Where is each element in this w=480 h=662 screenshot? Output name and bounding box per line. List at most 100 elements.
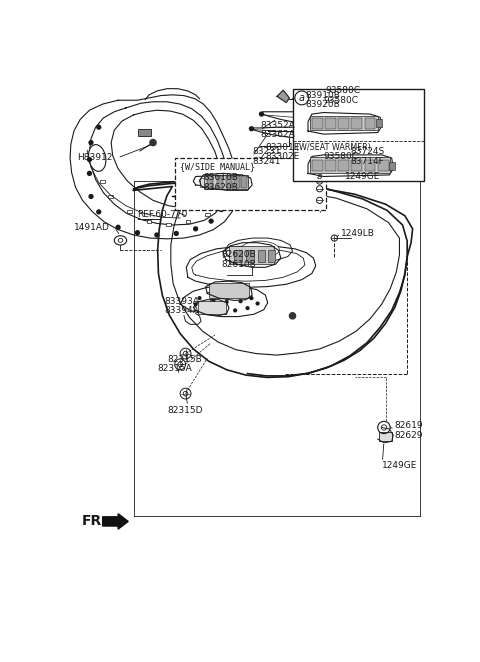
Text: a: a	[299, 93, 305, 103]
Bar	[240, 175, 247, 188]
Bar	[210, 178, 217, 187]
Text: H83912: H83912	[77, 154, 112, 162]
Bar	[100, 179, 105, 183]
Circle shape	[135, 231, 139, 234]
Polygon shape	[277, 90, 289, 103]
Circle shape	[209, 219, 213, 223]
Text: 1249GE: 1249GE	[345, 172, 381, 181]
Circle shape	[206, 307, 209, 310]
Circle shape	[225, 301, 228, 303]
Circle shape	[194, 303, 197, 306]
Text: 82315D: 82315D	[167, 406, 203, 415]
Text: 82620B: 82620B	[221, 250, 256, 260]
Text: 1249LB: 1249LB	[340, 229, 374, 238]
Bar	[205, 213, 210, 216]
Text: 83394A: 83394A	[165, 306, 199, 315]
Text: REF.60-770: REF.60-770	[137, 211, 188, 220]
Bar	[234, 175, 240, 188]
Text: 82315B: 82315B	[167, 355, 202, 364]
Circle shape	[256, 302, 259, 305]
Bar	[147, 220, 152, 222]
Text: 83620B: 83620B	[204, 183, 238, 191]
Circle shape	[116, 225, 120, 229]
Text: 83352A: 83352A	[260, 121, 295, 130]
Text: 82610B: 82610B	[221, 260, 256, 269]
Bar	[312, 160, 323, 171]
Circle shape	[174, 232, 178, 236]
Bar	[108, 195, 113, 198]
Text: 83231: 83231	[252, 148, 281, 156]
Circle shape	[220, 309, 223, 312]
Text: 93580C: 93580C	[326, 85, 361, 95]
Bar	[379, 432, 393, 442]
Circle shape	[155, 233, 159, 237]
Circle shape	[250, 127, 253, 130]
Ellipse shape	[118, 238, 123, 242]
Text: (W/SEAT WARMER): (W/SEAT WARMER)	[296, 142, 371, 152]
Text: 83714F: 83714F	[350, 156, 384, 166]
Ellipse shape	[114, 236, 127, 245]
Text: 83610B: 83610B	[204, 173, 238, 182]
Bar	[351, 160, 362, 171]
Circle shape	[289, 312, 296, 319]
Circle shape	[97, 125, 101, 129]
Circle shape	[260, 112, 264, 116]
Bar	[378, 160, 389, 171]
Text: {W/SIDE MANUAL}: {W/SIDE MANUAL}	[180, 163, 255, 171]
Text: 83920B: 83920B	[305, 101, 340, 109]
Text: 83301E: 83301E	[265, 143, 300, 152]
Bar	[200, 178, 207, 187]
Bar	[376, 119, 383, 127]
Text: 82629: 82629	[395, 431, 423, 440]
FancyBboxPatch shape	[292, 89, 424, 181]
Circle shape	[194, 227, 198, 231]
Text: 1491AD: 1491AD	[74, 223, 110, 232]
Text: 93580C: 93580C	[324, 97, 359, 105]
Bar	[220, 178, 228, 187]
Text: 83241: 83241	[252, 156, 281, 166]
Text: 1249GE: 1249GE	[383, 461, 418, 471]
Bar	[186, 220, 190, 224]
Bar	[325, 118, 336, 128]
Bar	[312, 118, 323, 128]
Bar	[216, 175, 223, 188]
Bar	[365, 118, 375, 128]
Bar	[229, 178, 237, 187]
Bar	[351, 118, 362, 128]
Bar	[166, 222, 171, 226]
Bar	[258, 250, 265, 262]
Circle shape	[150, 140, 156, 146]
Text: 83910B: 83910B	[305, 91, 340, 100]
Circle shape	[219, 208, 223, 211]
Circle shape	[234, 309, 237, 312]
Bar	[209, 283, 249, 298]
Bar	[310, 117, 378, 130]
Bar	[389, 162, 395, 169]
Text: 83362A: 83362A	[260, 130, 295, 140]
Circle shape	[239, 300, 242, 303]
Bar	[234, 250, 242, 262]
Bar	[207, 175, 214, 188]
Bar	[198, 301, 226, 314]
Bar	[246, 250, 254, 262]
Circle shape	[87, 158, 91, 162]
Bar	[310, 157, 390, 173]
Text: 83724S: 83724S	[350, 148, 385, 156]
Circle shape	[212, 300, 215, 303]
FancyBboxPatch shape	[175, 158, 326, 211]
Bar	[237, 178, 244, 187]
Bar	[365, 160, 375, 171]
Text: 83393A: 83393A	[165, 297, 200, 306]
Circle shape	[87, 171, 91, 175]
Bar	[127, 211, 132, 213]
Circle shape	[89, 140, 93, 144]
Bar	[226, 175, 232, 188]
Circle shape	[250, 297, 253, 299]
Text: 82315A: 82315A	[157, 365, 192, 373]
Bar	[338, 118, 349, 128]
Polygon shape	[103, 514, 128, 529]
Bar	[137, 128, 152, 136]
Text: 82619: 82619	[395, 422, 423, 430]
Circle shape	[89, 195, 93, 199]
Bar	[338, 160, 349, 171]
